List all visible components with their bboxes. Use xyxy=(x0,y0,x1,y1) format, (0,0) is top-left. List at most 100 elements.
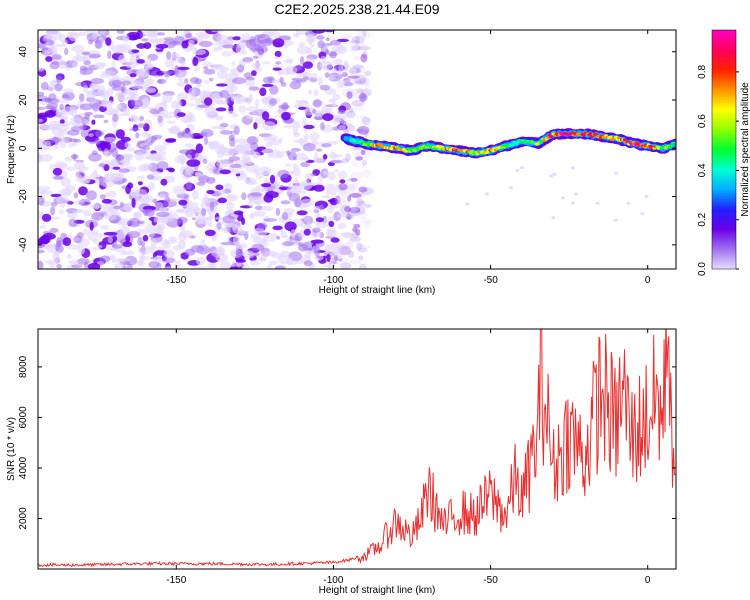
noise-blob xyxy=(253,122,258,130)
noise-blob xyxy=(261,205,274,212)
noise-blob xyxy=(353,104,364,112)
noise-blob xyxy=(261,148,274,154)
noise-blob xyxy=(190,245,205,253)
y-tick-label: 20 xyxy=(18,94,29,106)
noise-blob xyxy=(343,78,351,83)
noise-blob xyxy=(164,59,175,68)
noise-blob xyxy=(113,205,121,210)
noise-blob xyxy=(364,121,370,130)
noise-blob xyxy=(207,222,213,228)
noise-blob xyxy=(182,128,192,139)
noise-blob xyxy=(242,57,254,63)
noise-blob xyxy=(158,194,167,199)
noise-blob xyxy=(262,76,274,84)
noise-blob xyxy=(164,239,178,244)
noise-blob xyxy=(359,92,367,102)
noise-blob xyxy=(38,196,45,206)
noise-blob xyxy=(302,143,316,152)
noise-blob xyxy=(354,151,362,156)
noise-blob xyxy=(195,32,210,37)
noise-blob xyxy=(216,159,230,169)
noise-blob xyxy=(157,79,163,84)
noise-blob xyxy=(337,196,349,200)
noise-blob xyxy=(144,78,155,84)
noise-blob xyxy=(350,177,358,182)
noise-blob xyxy=(139,254,145,263)
noise-blob xyxy=(76,232,84,239)
signal-point xyxy=(485,150,490,154)
noise-blob xyxy=(174,65,179,75)
noise-blob xyxy=(126,263,133,269)
noise-blob xyxy=(313,246,321,257)
noise-blob xyxy=(272,38,285,48)
noise-blob xyxy=(295,64,303,71)
noise-blob xyxy=(290,229,296,239)
noise-blob xyxy=(59,103,64,111)
noise-blob xyxy=(330,154,344,158)
noise-blob xyxy=(299,56,305,65)
noise-blob xyxy=(148,261,160,269)
noise-blob xyxy=(268,260,278,266)
noise-blob xyxy=(346,249,353,253)
noise-blob xyxy=(327,171,336,181)
noise-blob xyxy=(140,33,146,37)
noise-blob xyxy=(254,205,263,211)
noise-blob xyxy=(348,96,358,100)
noise-blob xyxy=(327,229,336,237)
noise-blob xyxy=(195,97,201,106)
noise-blob xyxy=(103,231,118,236)
noise-blob xyxy=(280,200,291,205)
noise-blob xyxy=(292,167,301,177)
noise-blob xyxy=(351,99,365,107)
noise-blob xyxy=(194,135,204,139)
noise-blob xyxy=(204,229,216,236)
noise-blob xyxy=(67,129,80,136)
noise-blob xyxy=(362,30,367,38)
noise-blob xyxy=(157,115,163,124)
noise-blob xyxy=(249,212,255,220)
noise-blob xyxy=(303,260,313,267)
noise-blob xyxy=(355,36,360,45)
noise-blob xyxy=(49,206,56,216)
noise-blob xyxy=(360,53,368,63)
noise-blob xyxy=(355,198,364,206)
noise-blob xyxy=(185,166,194,175)
noise-blob xyxy=(137,181,143,186)
noise-blob xyxy=(201,61,214,67)
noise-blob xyxy=(173,185,187,196)
noise-blob xyxy=(222,39,236,44)
noise-blob xyxy=(104,211,117,221)
noise-blob xyxy=(351,192,364,199)
noise-blob xyxy=(46,102,58,110)
noise-blob xyxy=(216,70,228,80)
noise-blob xyxy=(337,109,346,115)
noise-blob xyxy=(145,223,156,233)
noise-blob xyxy=(200,132,208,137)
noise-blob xyxy=(229,137,236,147)
noise-blob xyxy=(269,139,282,146)
noise-blob xyxy=(117,113,131,117)
noise-blob xyxy=(358,205,366,215)
noise-blob xyxy=(225,193,238,202)
noise-blob xyxy=(156,51,163,55)
noise-blob xyxy=(194,66,199,72)
noise-blob xyxy=(283,43,288,50)
noise-blob xyxy=(71,210,83,214)
noise-blob xyxy=(327,206,334,214)
noise-blob xyxy=(219,169,231,175)
noise-blob xyxy=(279,76,284,84)
noise-blob xyxy=(116,230,126,240)
noise-blob xyxy=(165,138,177,143)
noise-blob xyxy=(363,203,372,208)
noise-blob xyxy=(334,185,344,192)
noise-blob xyxy=(76,258,90,265)
noise-blob xyxy=(43,35,52,39)
noise-blob xyxy=(343,122,354,127)
noise-blob xyxy=(325,187,330,197)
noise-blob xyxy=(194,171,204,177)
noise-blob xyxy=(84,111,93,116)
noise-blob xyxy=(328,98,335,103)
noise-blob xyxy=(204,97,213,106)
noise-blob xyxy=(89,203,104,209)
